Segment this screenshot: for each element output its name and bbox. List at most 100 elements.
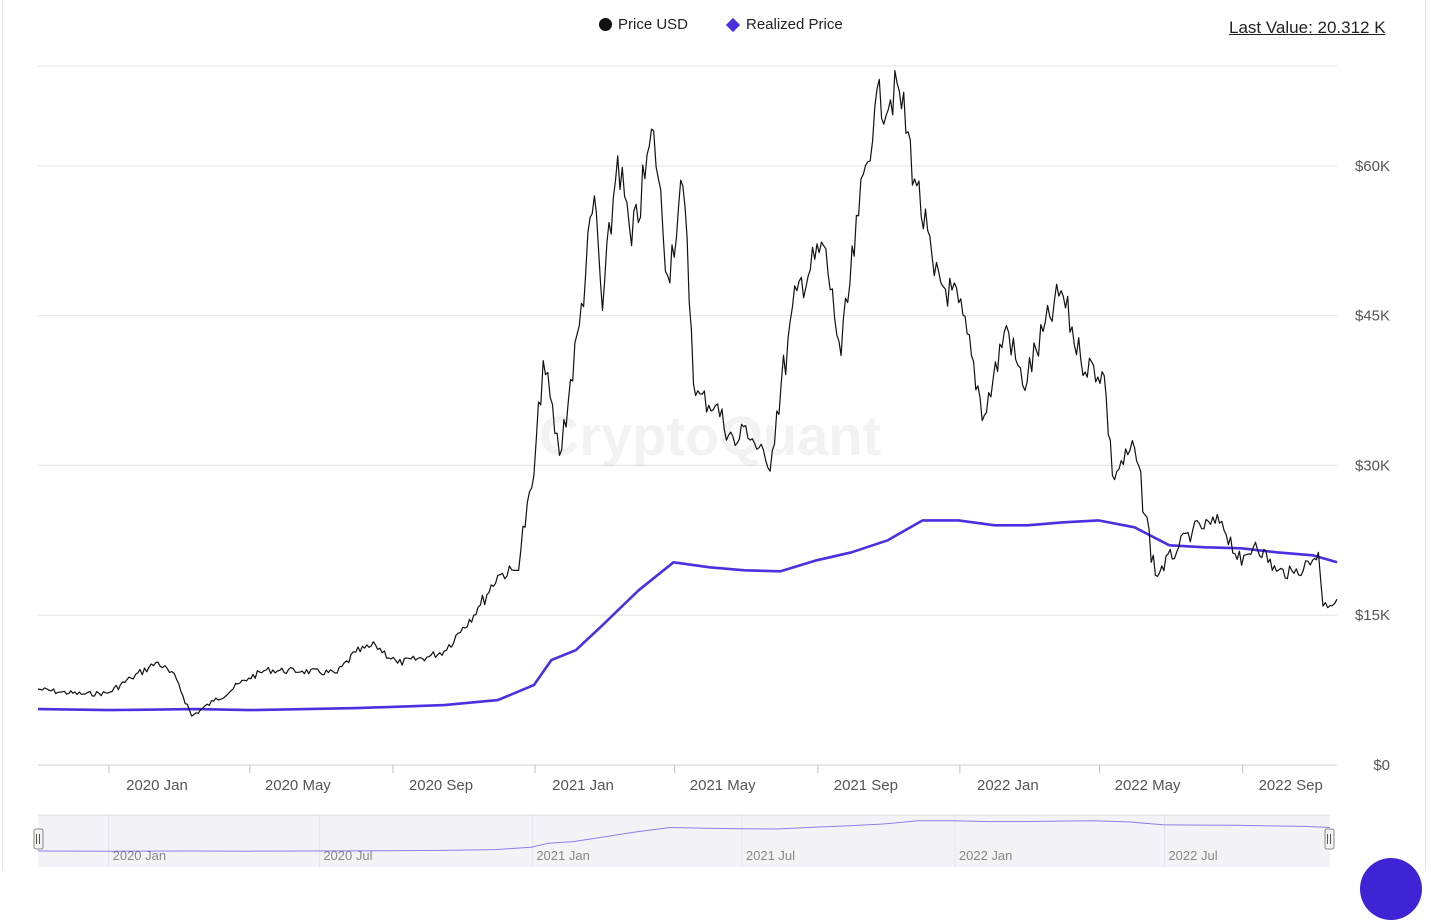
data-point-price-usd: [1275, 570, 1278, 573]
data-point-realized-price: [708, 566, 711, 569]
navigator-background: [38, 815, 1330, 867]
data-point-realized-price: [1168, 544, 1171, 547]
data-point-price-usd: [130, 677, 133, 680]
data-point-realized-price: [1026, 524, 1029, 527]
x-tick-label: 2020 Jan: [126, 777, 188, 794]
price-chart: $0 $15K $30K $45K $60K 2020 Jan 2020 May 2020 S…: [33, 65, 1390, 867]
data-point-price-usd: [1240, 564, 1243, 567]
chart-legend: Price USD Realized Price: [0, 16, 1431, 38]
data-point-realized-price: [1204, 546, 1207, 549]
chat-launcher-button[interactable]: [1360, 858, 1422, 920]
data-point-price-usd: [1154, 574, 1157, 577]
data-point-price-usd: [558, 454, 561, 457]
data-point-realized-price: [1097, 519, 1100, 522]
data-point-price-usd: [652, 129, 655, 132]
last-value-readout[interactable]: Last Value: 20.312 K: [1229, 18, 1386, 37]
data-point-price-usd: [265, 669, 268, 672]
data-point-price-usd: [714, 404, 717, 407]
chart-frame-left-border: [2, 0, 3, 871]
data-point-price-usd: [616, 154, 619, 157]
navigator-series-line: [37, 820, 1331, 852]
data-point-price-usd: [840, 354, 843, 357]
data-point-price-usd: [37, 688, 40, 691]
data-point-price-usd: [190, 715, 193, 718]
navigator-tick-label: 2021 Jul: [746, 848, 795, 863]
data-point-price-usd: [515, 569, 518, 572]
y-tick-label: $15K: [1355, 607, 1390, 624]
data-point-price-usd: [1292, 572, 1295, 575]
data-point-price-usd: [106, 692, 109, 695]
navigator-tick-label: 2021 Jan: [536, 848, 590, 863]
data-point-price-usd: [461, 626, 464, 629]
data-point-realized-price: [574, 649, 577, 652]
x-tick-label: 2022 May: [1115, 777, 1181, 794]
navigator-tick-label: 2022 Jan: [959, 848, 1013, 863]
legend-label-realized-price: Realized Price: [746, 16, 843, 33]
data-point-price-usd: [1103, 374, 1106, 377]
data-point-realized-price: [248, 709, 251, 712]
data-point-price-usd: [957, 301, 960, 304]
data-point-price-usd: [247, 677, 250, 680]
data-point-price-usd: [1220, 520, 1223, 523]
data-point-price-usd: [1177, 546, 1180, 549]
data-point-price-usd: [336, 672, 339, 675]
series-line-realized-price: [37, 519, 1338, 712]
data-point-price-usd: [933, 274, 936, 277]
data-point-realized-price: [1062, 521, 1065, 524]
x-tick-label: 2022 Sep: [1259, 777, 1323, 794]
data-point-price-usd: [1311, 559, 1314, 562]
data-point-realized-price: [672, 561, 675, 564]
legend-item-realized-price[interactable]: Realized Price: [725, 16, 843, 33]
data-point-price-usd: [578, 324, 581, 327]
navigator-tick-label: 2022 Jul: [1168, 848, 1217, 863]
data-point-price-usd: [479, 604, 482, 607]
data-point-price-usd: [532, 474, 535, 477]
x-tick-label: 2022 Jan: [977, 777, 1039, 794]
data-point-price-usd: [681, 184, 684, 187]
data-point-price-usd: [212, 700, 215, 703]
navigator-handle-left[interactable]: [33, 828, 44, 850]
data-point-price-usd: [1191, 529, 1194, 532]
data-point-price-usd: [630, 244, 633, 247]
data-point-price-usd: [425, 656, 428, 659]
data-point-price-usd: [795, 289, 798, 292]
data-point-realized-price: [957, 519, 960, 522]
data-point-realized-price: [637, 589, 640, 592]
data-point-realized-price: [194, 708, 197, 711]
x-tick-label: 2021 May: [690, 777, 756, 794]
data-point-price-usd: [694, 394, 697, 397]
data-point-realized-price: [886, 539, 889, 542]
navigator-tick-label: 2020 Jul: [323, 848, 372, 863]
data-point-price-usd: [396, 662, 399, 665]
data-point-realized-price: [108, 709, 111, 712]
data-point-realized-price: [1275, 551, 1278, 554]
data-point-realized-price: [993, 524, 996, 527]
y-tick-label: $60K: [1355, 158, 1390, 175]
data-point-price-usd: [1079, 359, 1082, 362]
series-line-price-usd: [37, 70, 1338, 717]
data-point-price-usd: [822, 244, 825, 247]
data-point-price-usd: [496, 574, 499, 577]
data-point-realized-price: [815, 559, 818, 562]
legend-item-price-usd[interactable]: Price USD: [599, 16, 688, 33]
data-point-price-usd: [82, 693, 85, 696]
data-point-price-usd: [983, 414, 986, 417]
watermark-text: CryptoQuant: [539, 404, 881, 467]
x-tick-label: 2021 Sep: [834, 777, 898, 794]
data-point-price-usd: [1322, 605, 1325, 608]
data-point-price-usd: [666, 274, 669, 277]
data-point-realized-price: [355, 707, 358, 710]
data-point-price-usd: [301, 670, 304, 673]
data-point-price-usd: [1005, 324, 1008, 327]
data-point-realized-price: [601, 624, 604, 627]
data-point-price-usd: [1336, 598, 1339, 601]
data-point-price-usd: [1060, 289, 1063, 292]
circle-marker-icon: [599, 18, 612, 31]
navigator-handle-right[interactable]: [1324, 828, 1335, 850]
data-point-realized-price: [443, 704, 446, 707]
data-point-realized-price: [743, 569, 746, 572]
data-point-price-usd: [601, 309, 604, 312]
data-point-price-usd: [542, 359, 545, 362]
data-point-price-usd: [898, 89, 901, 92]
data-point-price-usd: [374, 644, 377, 647]
